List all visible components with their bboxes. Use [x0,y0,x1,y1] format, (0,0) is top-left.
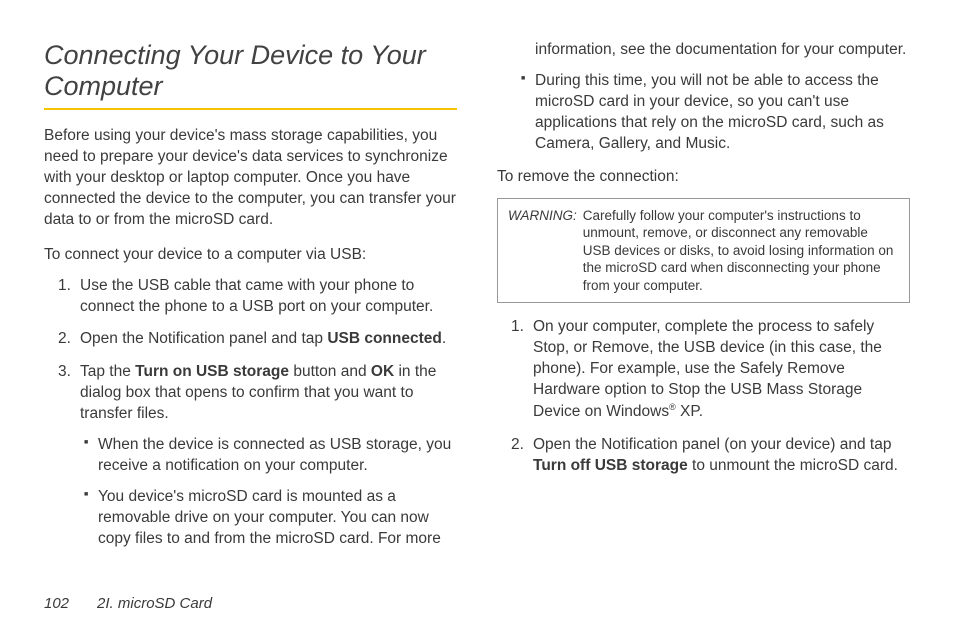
connect-sub-2: You device's microSD card is mounted as … [86,487,457,550]
page-title: Connecting Your Device to Your Computer [44,40,457,102]
remove-steps: On your computer, complete the process t… [497,317,910,477]
page-number: 102 [44,595,69,612]
text: . [442,330,446,347]
content-columns: Connecting Your Device to Your Computer … [44,40,910,570]
remove-step-1: On your computer, complete the process t… [517,317,910,423]
subhead-connect: To connect your device to a computer via… [44,245,457,266]
warning-text: Carefully follow your computer's instruc… [583,207,899,295]
bold-text: OK [371,363,394,380]
text: On your computer, complete the process t… [533,318,882,420]
connect-sub-1: When the device is connected as USB stor… [86,435,457,477]
text: Tap the [80,363,135,380]
warning-box: WARNING: Carefully follow your computer'… [497,198,910,304]
text: Open the Notification panel and tap [80,330,327,347]
text: XP. [676,403,703,420]
bold-text: Turn on USB storage [135,363,289,380]
text: Open the Notification panel (on your dev… [533,436,891,453]
intro-paragraph: Before using your device's mass storage … [44,126,457,231]
col2-sub-1: During this time, you will not be able t… [523,71,910,155]
registered-mark: ® [669,402,676,412]
right-column: information, see the documentation for y… [497,40,910,570]
left-column: Connecting Your Device to Your Computer … [44,40,457,570]
text: to unmount the microSD card. [688,457,898,474]
section-label: 2I. microSD Card [97,595,212,612]
bold-text: Turn off USB storage [533,457,688,474]
col2-substeps: During this time, you will not be able t… [497,71,910,155]
text: button and [289,363,371,380]
connect-steps: Use the USB cable that came with your ph… [44,276,457,550]
remove-step-2: Open the Notification panel (on your dev… [517,435,910,477]
warning-label: WARNING: [508,207,577,295]
subhead-remove: To remove the connection: [497,167,910,188]
bold-text: USB connected [327,330,442,347]
continuation-text: information, see the documentation for y… [497,40,910,61]
heading-rule [44,108,457,110]
page-footer: 102 2I. microSD Card [44,595,212,612]
connect-substeps: When the device is connected as USB stor… [80,435,457,550]
connect-step-3: Tap the Turn on USB storage button and O… [64,362,457,549]
connect-step-2: Open the Notification panel and tap USB … [64,329,457,350]
connect-step-1: Use the USB cable that came with your ph… [64,276,457,318]
